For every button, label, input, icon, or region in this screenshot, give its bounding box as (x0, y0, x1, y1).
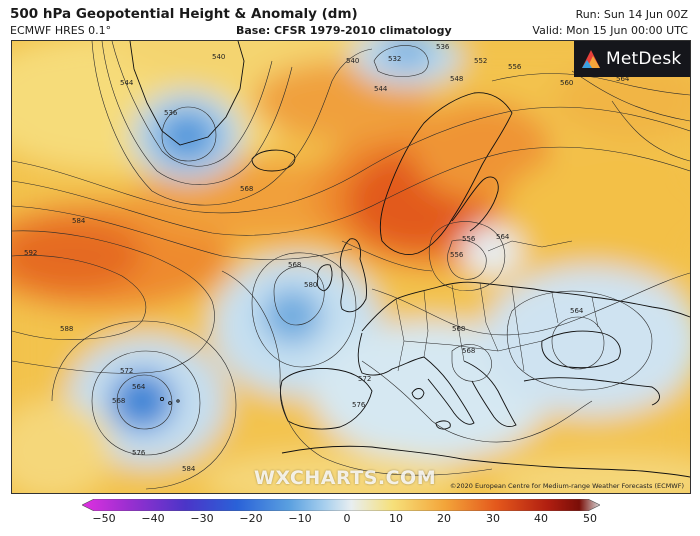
contour-label: 544 (374, 85, 388, 93)
ecmwf-copyright: ©2020 European Centre for Medium-range W… (449, 482, 684, 490)
contour-labels: 544 536 540 532 536 540 544 548 552 556 … (24, 43, 630, 473)
contour-label: 540 (346, 57, 359, 65)
colorbar-tick: −20 (239, 512, 263, 525)
contour-label: 564 (132, 383, 146, 391)
contour-label: 556 (508, 63, 522, 71)
colorbar-tick: −50 (92, 512, 116, 525)
metdesk-logo-text: MetDesk (606, 49, 682, 69)
anomaly-colorbar (82, 499, 600, 511)
contour-label: 568 (288, 261, 301, 269)
contour-label: 580 (304, 281, 317, 289)
contour-label: 564 (616, 75, 630, 83)
contour-label: 584 (182, 465, 196, 473)
contour-label: 592 (24, 249, 37, 257)
contour-label: 560 (560, 79, 573, 87)
colorbar-ticks: −50 −40 −30 −20 −10 0 10 20 30 40 50 (0, 512, 700, 530)
colorbar-tick: −30 (190, 512, 214, 525)
contour-label: 552 (474, 57, 487, 65)
run-time-label: Run: Sun 14 Jun 00Z (575, 8, 688, 21)
contour-label: 584 (72, 217, 86, 225)
contour-label: 576 (132, 449, 146, 457)
colorbar-tick: 20 (437, 512, 451, 525)
country-borders (395, 240, 599, 372)
colorbar-tick: 40 (534, 512, 548, 525)
colorbar-tick: −10 (288, 512, 312, 525)
contour-label: 544 (120, 79, 134, 87)
contour-label: 576 (352, 401, 366, 409)
map-canvas: 544 536 540 532 536 540 544 548 552 556 … (12, 41, 690, 493)
contour-label: 564 (570, 307, 584, 315)
colorbar-tick: 30 (486, 512, 500, 525)
height-contours (12, 41, 690, 490)
colorbar-tick: 50 (583, 512, 597, 525)
metdesk-logo-icon (582, 50, 600, 68)
contour-label: 548 (450, 75, 463, 83)
contour-label: 536 (164, 109, 178, 117)
contour-label: 568 (240, 185, 253, 193)
chart-title: 500 hPa Geopotential Height & Anomaly (d… (10, 6, 358, 22)
anomaly-map[interactable]: 544 536 540 532 536 540 544 548 552 556 … (11, 40, 691, 494)
chart-header: 500 hPa Geopotential Height & Anomaly (d… (0, 0, 700, 40)
contour-label: 556 (462, 235, 476, 243)
climatology-base-label: Base: CFSR 1979-2010 climatology (236, 24, 452, 37)
contour-label: 572 (120, 367, 133, 375)
contour-label: 568 (462, 347, 475, 355)
contour-label: 568 (112, 397, 125, 405)
contour-label: 588 (60, 325, 73, 333)
colorbar-tick: 10 (389, 512, 403, 525)
contour-label: 568 (452, 325, 465, 333)
contour-label: 536 (436, 43, 450, 51)
contour-label: 556 (450, 251, 464, 259)
contour-label: 572 (358, 375, 371, 383)
contour-label: 540 (212, 53, 225, 61)
valid-time-label: Valid: Mon 15 Jun 00:00 UTC (532, 24, 688, 37)
anomaly-field (12, 41, 690, 493)
colorbar-tick: 0 (343, 512, 351, 525)
model-label: ECMWF HRES 0.1° (10, 24, 112, 37)
metdesk-logo: MetDesk (574, 41, 690, 77)
wxcharts-watermark: WXCHARTS.COM (254, 467, 437, 489)
contour-label: 532 (388, 55, 401, 63)
contour-label: 564 (496, 233, 510, 241)
colorbar-tick: −40 (141, 512, 165, 525)
